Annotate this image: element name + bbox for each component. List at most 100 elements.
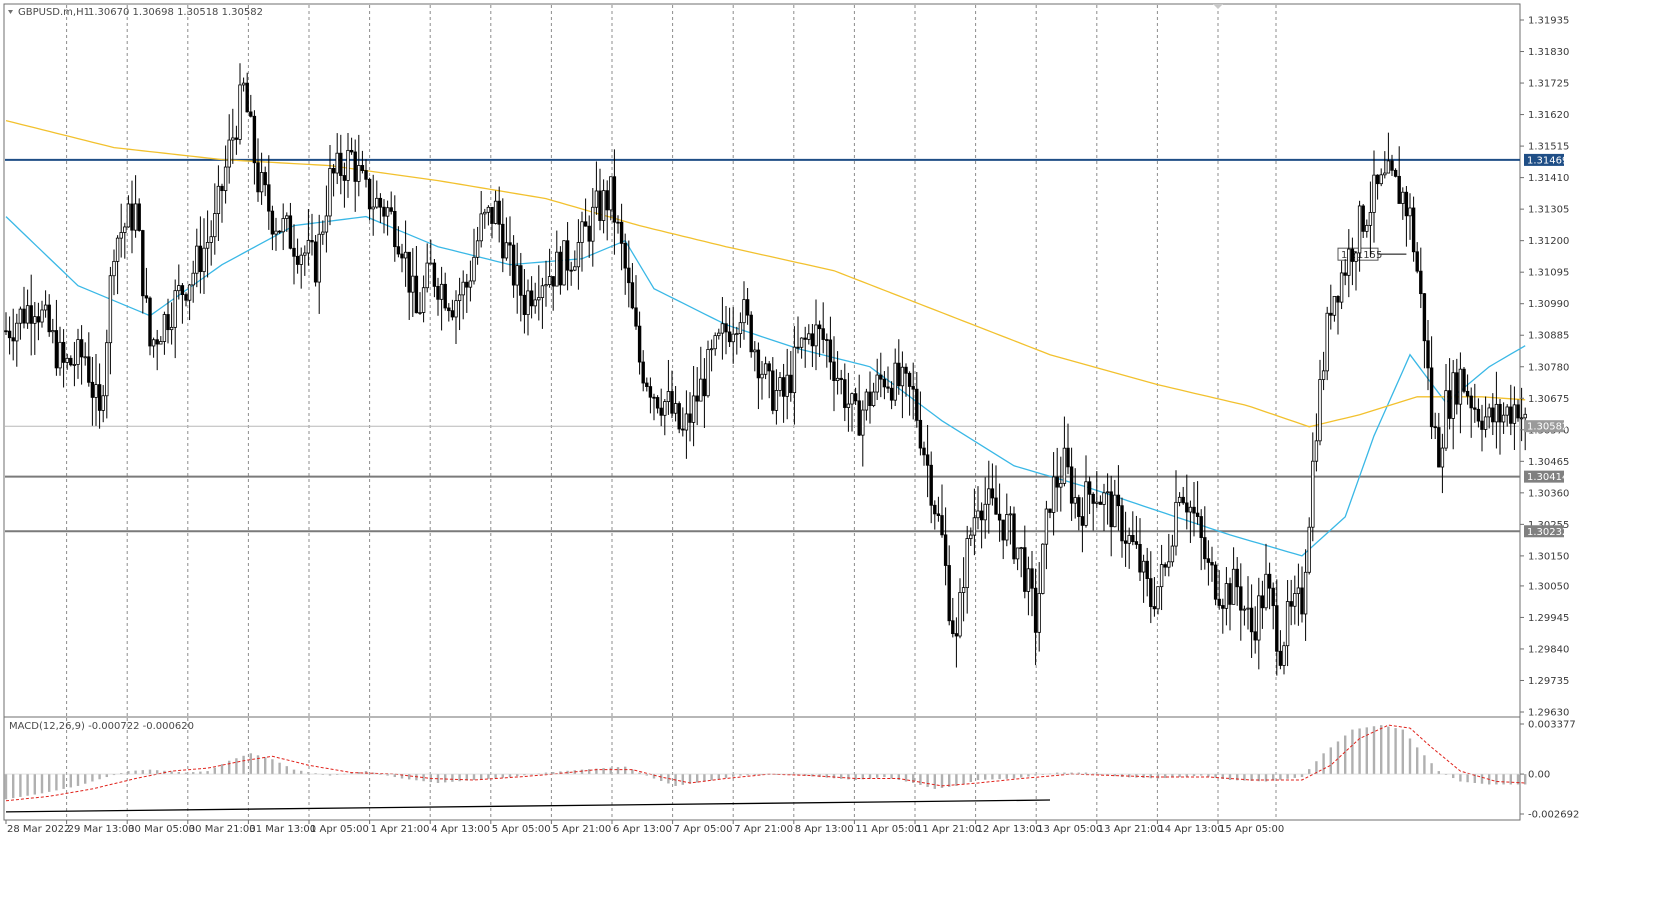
macd-histogram-bar (940, 774, 944, 788)
candle-body (576, 242, 581, 268)
macd-histogram-bar (760, 774, 764, 775)
candle-body (1113, 494, 1117, 528)
candle-body (166, 314, 170, 331)
candle-body (627, 267, 631, 284)
macd-histogram-bar (379, 774, 382, 775)
candle-body (727, 331, 732, 343)
candle-body (951, 620, 955, 634)
candle-body (1282, 645, 1286, 666)
price-tick-label: 1.31410 (1528, 173, 1569, 184)
time-label: 29 Mar 13:00 (68, 824, 135, 835)
candle-body (418, 312, 422, 314)
macd-histogram-bar (48, 774, 51, 792)
candle-body (238, 84, 242, 140)
macd-histogram-bar (170, 771, 173, 775)
candle-body (853, 393, 858, 402)
candle-body (821, 328, 825, 340)
time-label: 6 Apr 13:00 (613, 824, 672, 835)
candle-body (810, 333, 815, 347)
price-axis: 1.319351.318301.317251.316201.315151.314… (1520, 16, 1579, 821)
candle-body (1411, 207, 1416, 253)
macd-histogram-bar (1250, 774, 1253, 781)
macd-histogram-bar (1106, 774, 1109, 776)
candle-body (421, 287, 426, 313)
candle-body (738, 322, 743, 335)
candle-body (1447, 390, 1452, 419)
macd-histogram-bar (1185, 774, 1188, 777)
time-label: 5 Apr 21:00 (552, 824, 611, 835)
candle-body (979, 510, 984, 521)
macd-histogram-bar (897, 774, 900, 781)
candle-body (112, 260, 116, 277)
candle-body (371, 206, 375, 210)
candle-body (1487, 407, 1491, 418)
candle-body (321, 231, 325, 235)
candle-body (573, 266, 577, 271)
macd-histogram-bar (616, 767, 620, 775)
candle-body (40, 309, 44, 323)
candle-body (943, 534, 948, 566)
time-label: 13 Apr 21:00 (1098, 824, 1163, 835)
candle-body (846, 403, 851, 408)
macd-histogram-bar (422, 774, 425, 782)
candle-body (137, 203, 141, 231)
macd-histogram-bar (919, 774, 922, 785)
macd-histogram-bar (1358, 728, 1361, 775)
candle-body (1059, 482, 1063, 488)
candle-body (450, 310, 455, 318)
candle-body (983, 503, 987, 521)
candle-body (396, 246, 401, 255)
price-tick-label: 1.30885 (1528, 331, 1569, 342)
macd-histogram-bar (451, 774, 454, 782)
macd-histogram-bar (1142, 774, 1145, 778)
price-tick-label: 1.31725 (1528, 79, 1569, 90)
candle-body (695, 395, 699, 402)
macd-trendline[interactable] (5, 799, 1051, 813)
candle-body (1012, 513, 1016, 560)
ma-fast-line (5, 215, 1526, 557)
candle-body (702, 378, 707, 397)
candle-body (619, 221, 624, 244)
candle-body (234, 137, 239, 140)
candle-body (393, 210, 397, 248)
candle-body (1008, 513, 1013, 516)
macd-histogram-bar (1315, 761, 1318, 775)
macd-histogram-bar (1452, 774, 1455, 779)
macd-histogram-bar (984, 774, 987, 780)
candle-body (1311, 460, 1315, 528)
macd-histogram-bar (912, 774, 915, 783)
candle-body (36, 316, 41, 323)
candle-body (504, 242, 509, 259)
macd-histogram-bar (1128, 774, 1131, 778)
candle-body (1156, 586, 1160, 610)
candle-body (1483, 416, 1488, 430)
candle-body (915, 388, 919, 421)
collapse-arrow-icon[interactable] (8, 10, 13, 14)
candle-body (407, 251, 411, 293)
candle-body (213, 213, 217, 238)
macd-histogram-bar (4, 774, 8, 800)
candle-body (1069, 466, 1074, 504)
candle-body (1091, 493, 1095, 504)
candle-body (843, 379, 847, 408)
macd-histogram-bar (84, 774, 87, 784)
macd-histogram-bar (228, 760, 231, 775)
candle-body (875, 374, 879, 393)
macd-histogram-bar (33, 774, 36, 795)
macd-histogram-bar (652, 774, 656, 779)
time-label: 12 Apr 13:00 (977, 824, 1042, 835)
price-tick-label: 1.29735 (1528, 676, 1569, 687)
macd-indicator (4, 724, 1527, 813)
macd-histogram-bar (1286, 774, 1289, 779)
macd-histogram-bar (307, 772, 310, 775)
candle-body (882, 378, 887, 388)
candle-body (1123, 540, 1128, 544)
candle-body (133, 203, 138, 231)
macd-histogram-bar (991, 774, 994, 780)
candle-body (1213, 564, 1218, 600)
macd-histogram-bar (552, 772, 555, 775)
candle-body (1422, 293, 1427, 342)
macd-histogram-bar (1156, 774, 1160, 779)
shift-marker-icon[interactable] (1213, 4, 1223, 9)
